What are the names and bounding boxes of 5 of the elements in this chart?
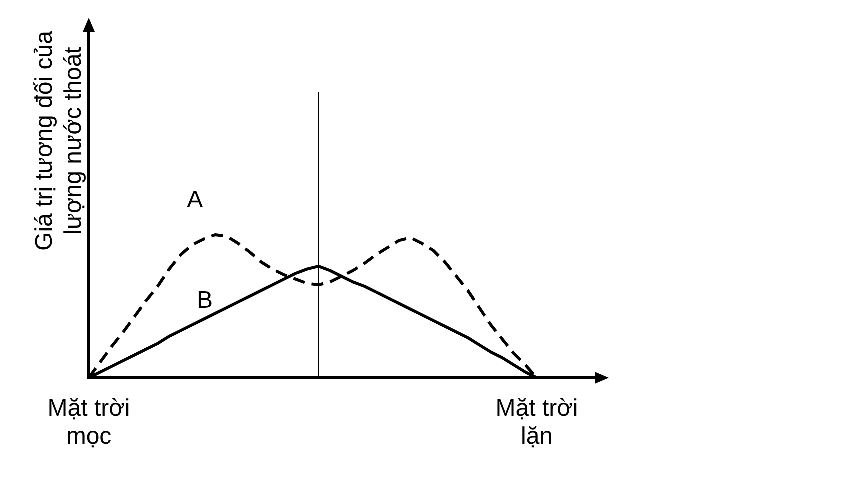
x-tick-label: Mặt trời lặn (496, 394, 578, 450)
x-tick-label: Mặt trời mọc (48, 394, 130, 450)
y-axis-title: Giá trị tương đối của lượng nước thoát (30, 30, 86, 251)
series-label: A (187, 186, 204, 214)
series-label: B (197, 286, 214, 314)
